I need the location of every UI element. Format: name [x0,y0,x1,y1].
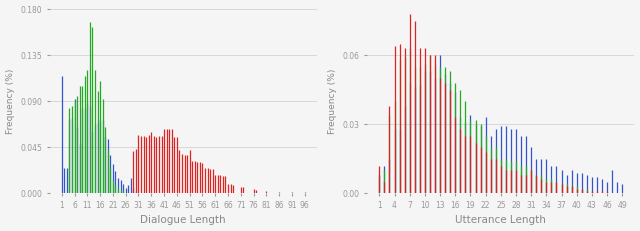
Y-axis label: Frequency (%): Frequency (%) [328,68,337,134]
X-axis label: Utterance Length: Utterance Length [456,216,547,225]
Y-axis label: Frequency (%): Frequency (%) [6,68,15,134]
X-axis label: Dialogue Length: Dialogue Length [140,216,226,225]
